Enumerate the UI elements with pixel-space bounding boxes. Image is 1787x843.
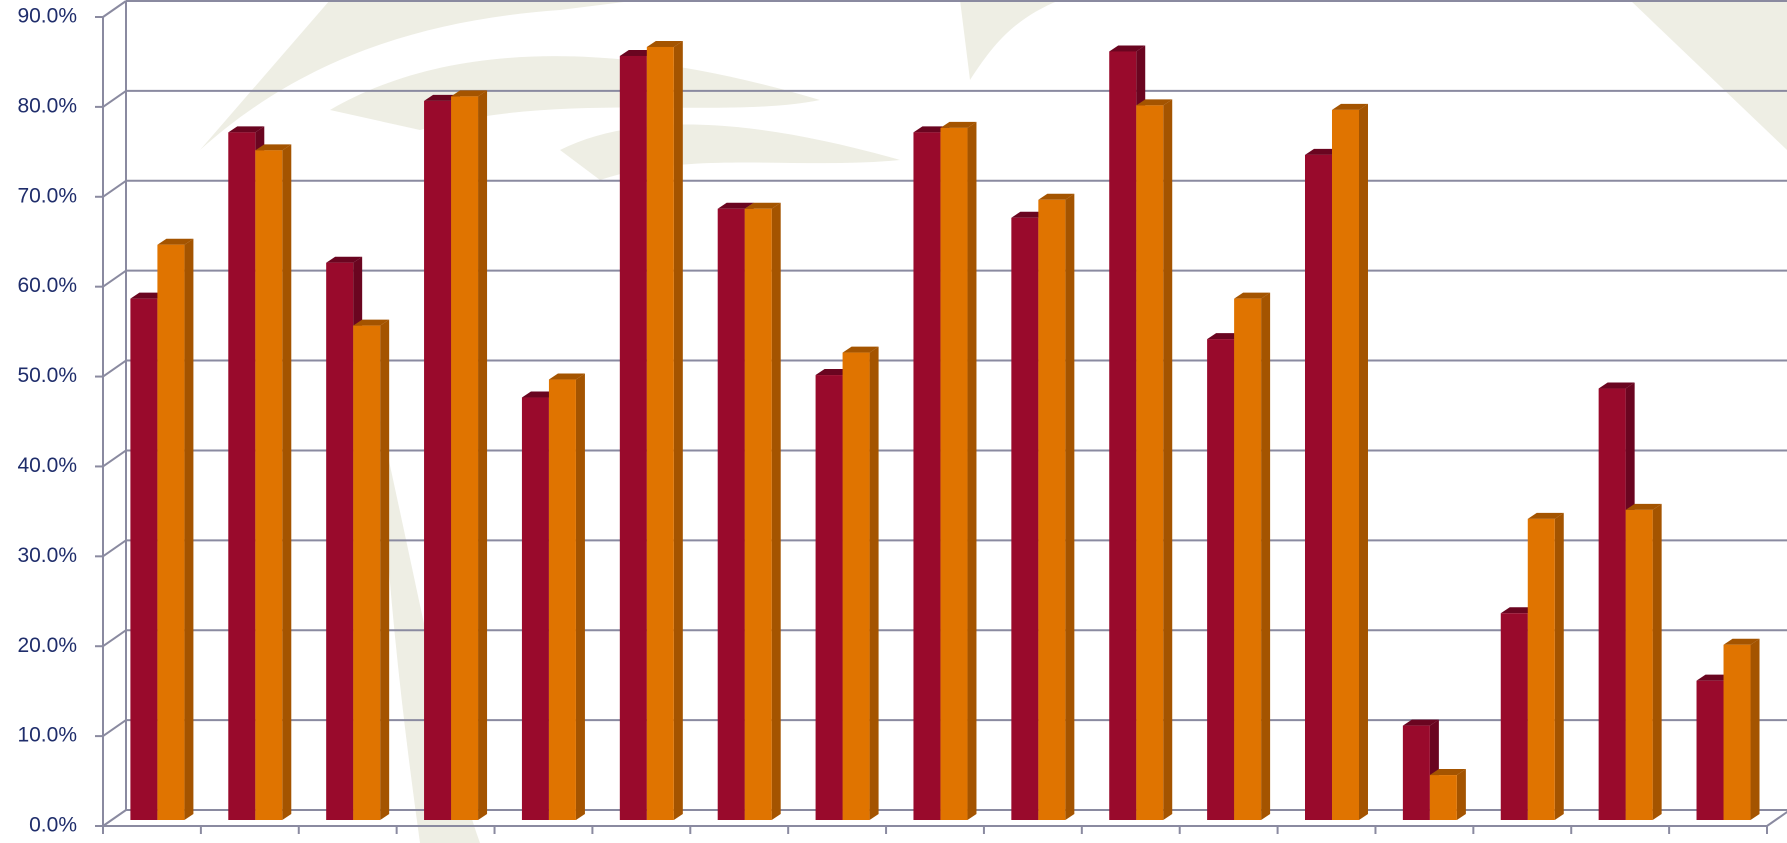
grid-diagonal [102, 179, 127, 198]
y-tick-label: 30.0% [17, 544, 77, 567]
bar-side [478, 90, 488, 820]
bar [1500, 613, 1528, 820]
bar [130, 298, 158, 821]
bar-side [184, 238, 194, 820]
bar-top [1527, 512, 1564, 519]
bar-side [282, 144, 292, 821]
y-tick-label: 70.0% [17, 184, 77, 207]
y-tick-label: 50.0% [17, 364, 77, 387]
y-tick-label: 80.0% [17, 94, 77, 117]
grid-diagonal [102, 449, 127, 468]
bar-side [967, 121, 977, 821]
y-tick-label: 90.0% [17, 5, 77, 28]
bar [815, 375, 843, 820]
bar [1304, 154, 1332, 821]
bar [1429, 775, 1457, 820]
bar [1038, 199, 1066, 820]
bar [228, 132, 256, 821]
grid-diagonal [102, 719, 127, 737]
bar-side [771, 202, 781, 820]
bar [326, 262, 354, 820]
bar [1136, 105, 1164, 821]
bar [451, 96, 479, 820]
bar-top [1331, 103, 1368, 110]
bar [744, 208, 772, 820]
bar [157, 244, 185, 820]
bar-side [1750, 638, 1760, 820]
bar [1625, 509, 1653, 820]
bar-top [1429, 769, 1466, 776]
grid-diagonal [102, 0, 127, 18]
bar [1527, 518, 1555, 820]
bar-top [1625, 503, 1662, 510]
bar-top [1402, 719, 1439, 726]
bar-side [1358, 103, 1368, 820]
bar [424, 100, 452, 820]
bar [1331, 109, 1359, 820]
bar-top [717, 202, 754, 209]
bar [255, 150, 283, 821]
bar [353, 325, 381, 820]
bar-top [842, 346, 879, 353]
bar-top [1038, 193, 1075, 200]
bar-side [1261, 292, 1271, 821]
bar-top [255, 144, 292, 151]
bar-side [1554, 512, 1564, 820]
bar-top [744, 202, 781, 209]
bar [1011, 217, 1039, 820]
bar [1723, 644, 1751, 820]
bar-side [1163, 99, 1173, 821]
bar-top [940, 121, 977, 128]
x-axis-end [1766, 810, 1787, 827]
y-tick-label: 60.0% [17, 274, 77, 297]
bar-side [1652, 503, 1662, 820]
bar-top [451, 90, 488, 97]
grid-diagonal [102, 809, 127, 827]
bar [1234, 298, 1262, 821]
bar-top [1598, 382, 1635, 389]
bar-side [575, 373, 585, 820]
bar-side [869, 346, 879, 820]
bar [619, 55, 647, 820]
bar-top [1136, 99, 1173, 106]
bar [548, 379, 576, 820]
bar-top [353, 319, 390, 326]
bar-top [1109, 45, 1146, 52]
grid-diagonal [102, 90, 127, 108]
bar-top [1234, 292, 1271, 299]
bar-top [548, 373, 585, 380]
bar-side [673, 40, 683, 820]
grid-diagonal [102, 539, 127, 558]
bar [1696, 680, 1724, 820]
bar [842, 352, 870, 820]
bar-top [1723, 638, 1760, 645]
bar-top [326, 256, 363, 263]
grid-diagonal [102, 629, 127, 648]
bar [1598, 388, 1626, 820]
bar-side [1065, 193, 1075, 820]
y-tick-label: 10.0% [17, 724, 77, 747]
bar-side [1456, 769, 1466, 820]
bar [1109, 51, 1137, 820]
bar-top [228, 126, 265, 133]
bar-top [157, 238, 194, 245]
bar [940, 127, 968, 821]
y-tick-label: 20.0% [17, 634, 77, 657]
bar [1207, 339, 1235, 820]
grid-diagonal [102, 359, 127, 378]
bar [913, 132, 941, 821]
grid-diagonal [102, 269, 127, 288]
bar-side [380, 319, 390, 820]
y-tick-label: 40.0% [17, 454, 77, 477]
bar [646, 46, 674, 820]
bar-top [646, 40, 683, 47]
bar [521, 397, 549, 820]
bar [717, 208, 745, 820]
y-tick-label: 0.0% [29, 814, 77, 837]
bar [1402, 725, 1430, 820]
